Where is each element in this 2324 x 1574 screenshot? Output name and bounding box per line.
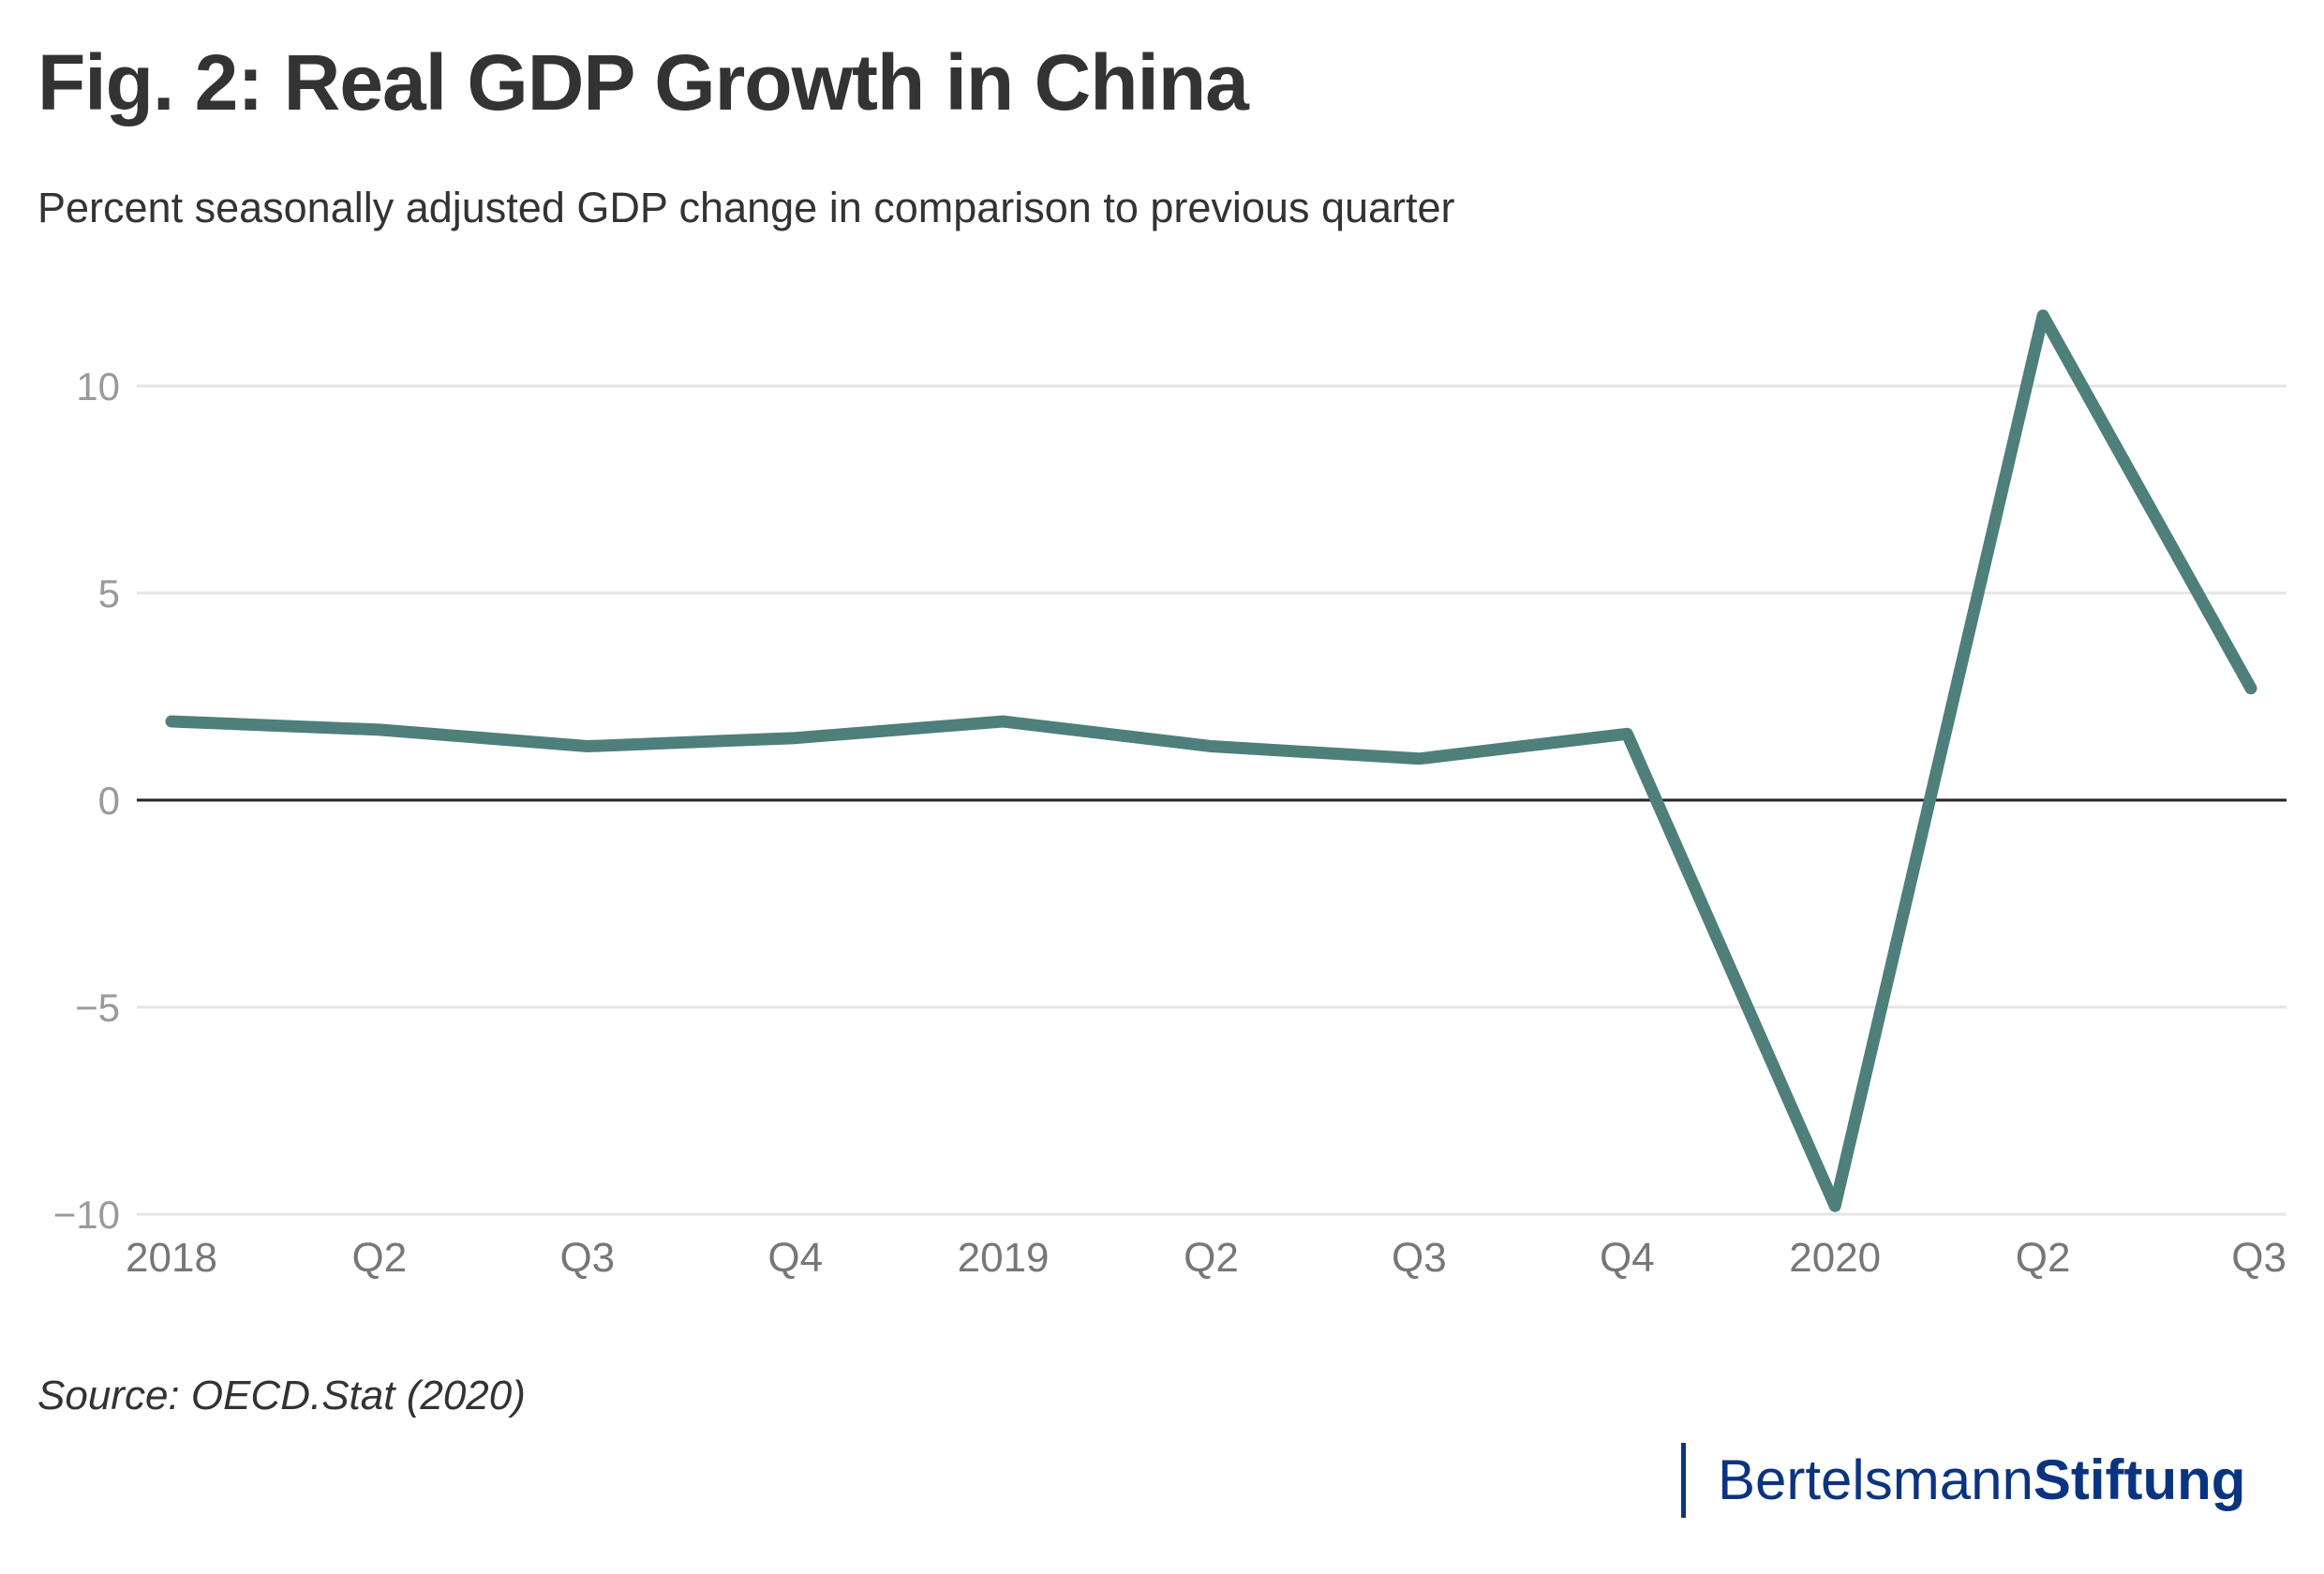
logo-part1: Bertelsmann: [1718, 1448, 2034, 1511]
logo-part2: Stiftung: [2033, 1448, 2246, 1511]
x-tick-label: Q3: [1392, 1235, 1447, 1281]
x-tick-label: Q2: [352, 1235, 408, 1281]
x-tick-label: Q4: [767, 1235, 823, 1281]
y-tick-label: 10: [76, 364, 120, 408]
y-tick-label: 0: [98, 779, 120, 823]
x-tick-label: Q2: [1184, 1235, 1239, 1281]
chart-title: Fig. 2: Real GDP Growth in China: [37, 38, 1249, 126]
chart-subtitle: Percent seasonally adjusted GDP change i…: [37, 184, 1455, 231]
source-note: Source: OECD.Stat (2020): [37, 1373, 526, 1418]
line-chart: −10 −5 0 5 10 2018 Q2 Q3 Q4 2019 Q2 Q3 Q4 2020 Q2 Q3: [53, 309, 2287, 1281]
x-tick-label: Q3: [559, 1235, 615, 1281]
x-tick-label: 2019: [958, 1235, 1050, 1281]
y-tick-label: 5: [98, 572, 120, 616]
series-line: [165, 309, 2257, 1212]
x-tick-label: 2020: [1789, 1235, 1881, 1281]
y-tick-label: −5: [75, 986, 120, 1030]
x-tick-label: Q2: [2016, 1235, 2071, 1281]
x-tick-label: Q3: [2231, 1235, 2287, 1281]
y-tick-label: −10: [53, 1193, 120, 1237]
bertelsmann-stiftung-logo: BertelsmannStiftung: [1681, 1443, 2245, 1518]
x-tick-label: Q4: [1600, 1235, 1655, 1281]
x-tick-label: 2018: [126, 1235, 217, 1281]
